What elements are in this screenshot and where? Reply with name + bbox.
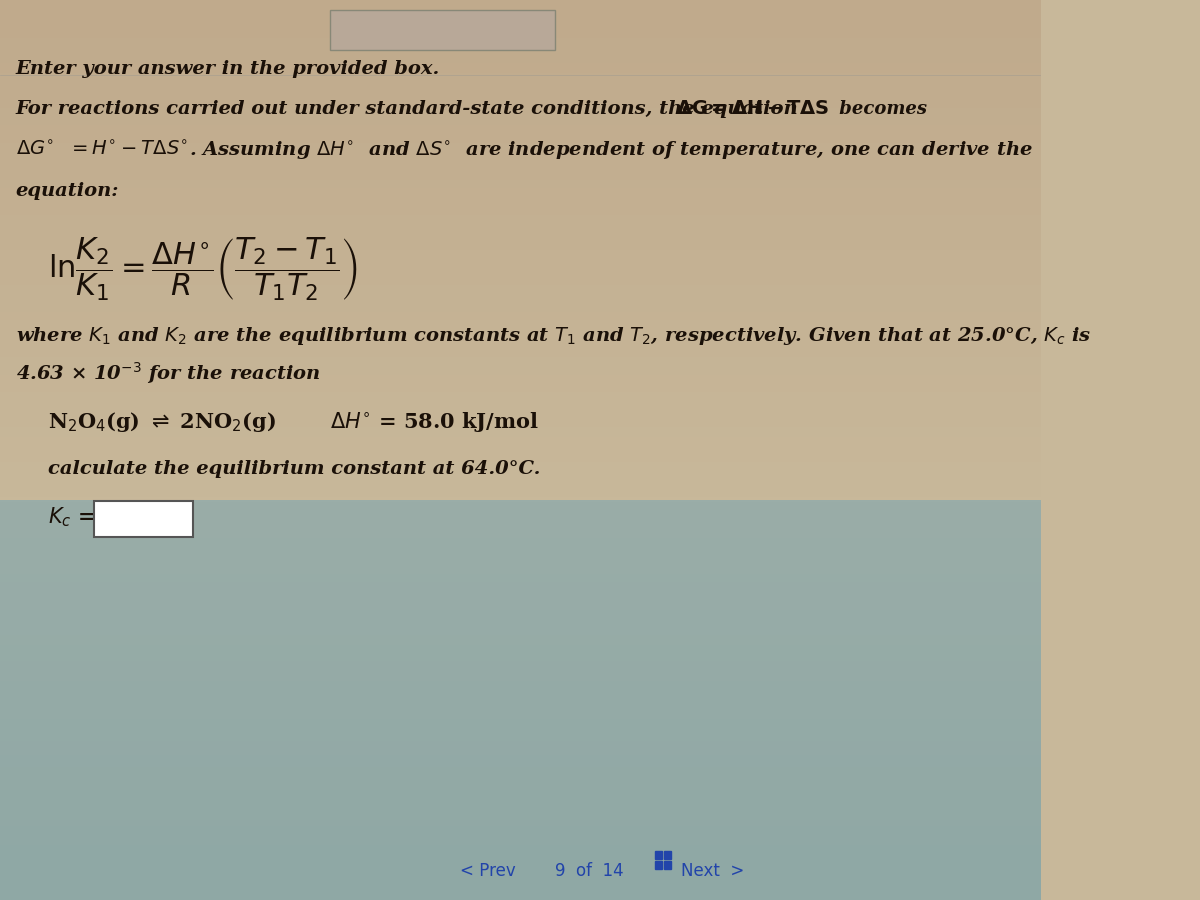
Text: calculate the equilibrium constant at 64.0°C.: calculate the equilibrium constant at 64… — [48, 460, 540, 478]
Text: equation:: equation: — [16, 182, 119, 200]
Text: $\Delta H^{\circ}$ = 58.0 kJ/mol: $\Delta H^{\circ}$ = 58.0 kJ/mol — [330, 410, 539, 434]
FancyBboxPatch shape — [330, 10, 556, 50]
Text: Enter your answer in the provided box.: Enter your answer in the provided box. — [16, 60, 440, 78]
Text: 4.63 × 10$^{-3}$ for the reaction: 4.63 × 10$^{-3}$ for the reaction — [16, 360, 320, 386]
Text: $K_c$ =: $K_c$ = — [48, 505, 95, 528]
Text: $\Delta G^{\circ}$: $\Delta G^{\circ}$ — [16, 140, 54, 159]
FancyBboxPatch shape — [665, 861, 671, 869]
Text: For reactions carried out under standard-state conditions, the equation: For reactions carried out under standard… — [16, 100, 805, 118]
FancyBboxPatch shape — [655, 851, 661, 859]
Text: $= H^{\circ} - T\Delta S^{\circ}$: $= H^{\circ} - T\Delta S^{\circ}$ — [67, 140, 188, 159]
Text: where $K_1$ and $K_2$ are the equilibrium constants at $T_1$ and $T_2$, respecti: where $K_1$ and $K_2$ are the equilibriu… — [16, 325, 1091, 347]
Text: becomes: becomes — [833, 100, 926, 118]
Text: . Assuming $\Delta H^{\circ}$  and $\Delta S^{\circ}$  are independent of temper: . Assuming $\Delta H^{\circ}$ and $\Delt… — [190, 140, 1033, 163]
FancyBboxPatch shape — [665, 851, 671, 859]
FancyBboxPatch shape — [0, 845, 1040, 900]
Text: N$_2$O$_4$(g) $\rightleftharpoons$ 2NO$_2$(g): N$_2$O$_4$(g) $\rightleftharpoons$ 2NO$_… — [48, 410, 276, 434]
Text: $\mathbf{\Delta G = \Delta H - T\Delta S}$: $\mathbf{\Delta G = \Delta H - T\Delta S… — [677, 100, 830, 118]
FancyBboxPatch shape — [94, 501, 192, 537]
FancyBboxPatch shape — [655, 861, 661, 869]
Text: $\mathrm{ln}\dfrac{K_2}{K_1} = \dfrac{\Delta H^{\circ}}{R}\left(\dfrac{T_2 - T_1: $\mathrm{ln}\dfrac{K_2}{K_1} = \dfrac{\D… — [48, 235, 358, 302]
Text: 9  of  14: 9 of 14 — [556, 862, 624, 880]
Text: Next  >: Next > — [680, 862, 744, 880]
Text: < Prev: < Prev — [460, 862, 516, 880]
